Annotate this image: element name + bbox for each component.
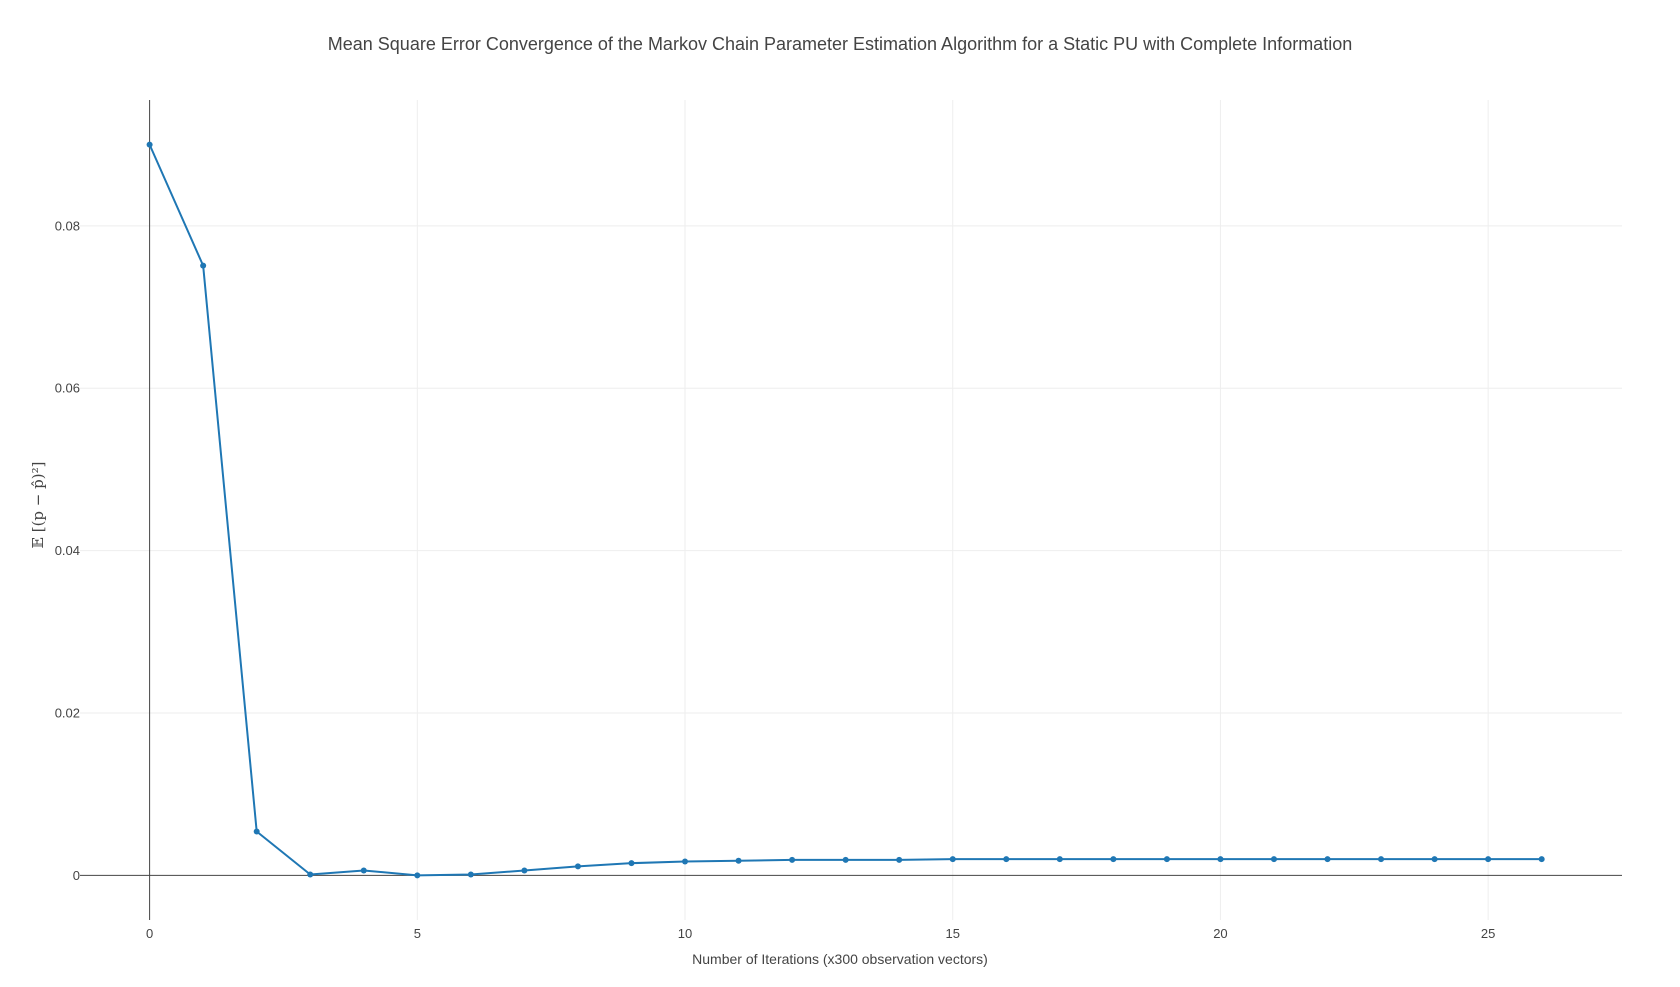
data-point — [360, 867, 367, 874]
y-tick-label: 0.02 — [55, 705, 80, 720]
data-point — [1110, 856, 1117, 863]
data-point — [1163, 856, 1170, 863]
x-axis-ticks: 0 5 10 15 20 25 — [146, 926, 1495, 941]
data-point — [1003, 856, 1010, 863]
y-tick-label: 0.04 — [55, 543, 80, 558]
x-tick-label: 20 — [1213, 926, 1227, 941]
x-tick-label: 5 — [414, 926, 421, 941]
x-tick-label: 25 — [1481, 926, 1495, 941]
data-point — [146, 141, 153, 148]
data-point — [682, 858, 689, 865]
y-tick-label: 0.06 — [55, 381, 80, 396]
axes — [80, 100, 1622, 920]
y-tick-label: 0 — [73, 868, 80, 883]
x-tick-label: 0 — [146, 926, 153, 941]
data-point — [200, 262, 207, 269]
data-point — [842, 856, 849, 863]
data-point — [1324, 856, 1331, 863]
data-point — [1378, 856, 1385, 863]
data-point — [521, 867, 528, 874]
data-point — [414, 872, 421, 879]
data-point — [1485, 856, 1492, 863]
data-point — [253, 828, 260, 835]
chart-title: Mean Square Error Convergence of the Mar… — [328, 34, 1352, 54]
data-point — [1056, 856, 1063, 863]
data-point — [1431, 856, 1438, 863]
data-point — [896, 856, 903, 863]
data-point — [1217, 856, 1224, 863]
data-point — [307, 871, 314, 878]
x-tick-label: 15 — [945, 926, 959, 941]
data-point — [467, 871, 474, 878]
grid-lines — [80, 100, 1622, 920]
data-point — [735, 857, 742, 864]
y-axis-ticks: 0 0.02 0.04 0.06 0.08 — [55, 218, 80, 883]
data-point — [1538, 856, 1545, 863]
data-point — [628, 860, 635, 867]
y-axis-title: 𝔼 [(p − p̂)²] — [29, 462, 47, 549]
data-point — [789, 856, 796, 863]
plot-area — [146, 141, 1545, 879]
y-tick-label: 0.08 — [55, 218, 80, 233]
data-point — [574, 863, 581, 870]
x-tick-label: 10 — [678, 926, 692, 941]
data-point — [949, 856, 956, 863]
x-axis-title: Number of Iterations (x300 observation v… — [692, 951, 988, 967]
data-point — [1270, 856, 1277, 863]
series-line — [148, 144, 1542, 877]
